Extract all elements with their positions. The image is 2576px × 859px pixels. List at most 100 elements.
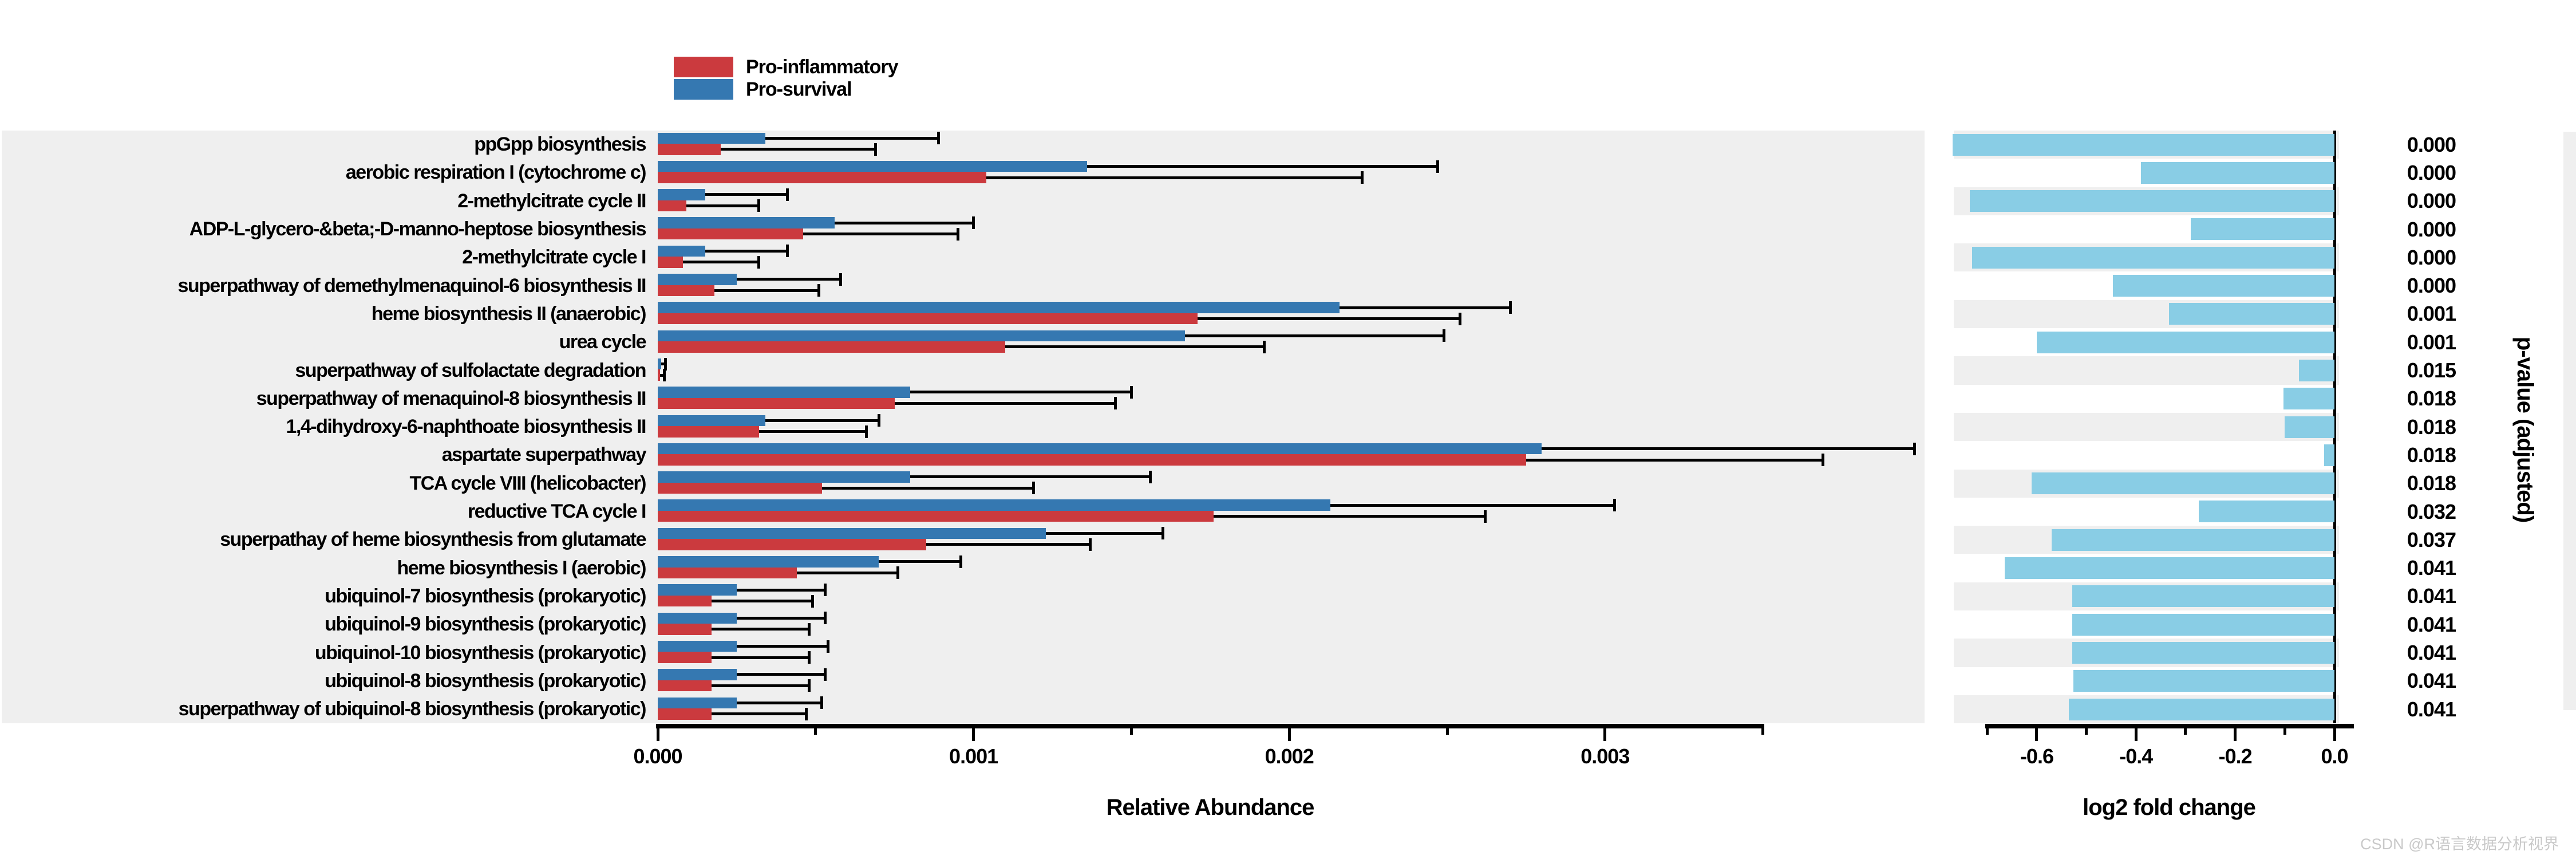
row-stripe — [1954, 356, 2339, 385]
axis-tick-major — [2134, 724, 2138, 741]
error-bar-line — [803, 233, 958, 236]
pro-inflammatory-bar — [658, 397, 895, 409]
pathway-label: reductive TCA cycle I — [467, 501, 647, 523]
error-bar-line — [736, 645, 828, 648]
error-bar-cap — [1436, 160, 1439, 173]
pvalue: 0.018 — [2407, 471, 2456, 495]
log2fc-bar — [2113, 275, 2334, 297]
pathway-label: 1,4-dihydroxy-6-naphthoate biosynthesis … — [286, 416, 647, 438]
error-bar-cap — [1458, 312, 1461, 325]
pvalue: 0.018 — [2407, 415, 2456, 439]
pro-survival-bar — [658, 640, 737, 652]
pro-inflammatory-bar — [658, 228, 803, 240]
log2fc-bar — [2072, 613, 2334, 636]
pro-inflammatory-bar — [658, 200, 686, 212]
pathway-label: superpathway of sulfolactate degradation — [295, 359, 646, 381]
error-bar-line — [705, 193, 788, 196]
log2fc-axis-title: log2 fold change — [2083, 795, 2256, 820]
log2fc-bar — [2190, 218, 2334, 241]
pvalue: 0.015 — [2407, 358, 2456, 383]
pro-inflammatory-bar — [658, 482, 822, 494]
pro-inflammatory-bar — [658, 510, 1214, 522]
pvalue: 0.000 — [2407, 189, 2456, 213]
pro-inflammatory-bar — [658, 313, 1198, 325]
pvalue: 0.000 — [2407, 160, 2456, 184]
error-bar-cap — [1114, 397, 1117, 410]
log2fc-bar — [2299, 359, 2334, 381]
pvalue: 0.041 — [2407, 669, 2456, 693]
error-bar-line — [736, 616, 825, 620]
error-bar-line — [711, 712, 807, 716]
error-bar-line — [1046, 531, 1163, 535]
axis-tick-major — [2333, 724, 2336, 741]
pro-survival-bar — [658, 302, 1340, 313]
axis-tick-label: 0.0 — [2321, 744, 2348, 768]
abundance-panel-background — [2, 131, 1925, 723]
axis-tick-major — [2234, 724, 2237, 741]
error-bar-cap — [811, 594, 814, 608]
error-bar-cap — [864, 425, 868, 438]
pro-survival-bar — [658, 274, 737, 285]
legend-item-pro-inflammatory: Pro-inflammatory — [674, 56, 898, 78]
pro-survival-bar — [658, 330, 1186, 342]
log2fc-bar — [2199, 501, 2334, 523]
pvalue: 0.041 — [2407, 612, 2456, 636]
error-bar-line — [1542, 447, 1915, 451]
axis-tick-minor — [2085, 724, 2088, 735]
log2fc-bar — [2069, 698, 2334, 720]
error-bar-line — [714, 289, 819, 292]
pvalue: 0.000 — [2407, 217, 2456, 241]
axis-tick-minor — [1761, 724, 1765, 735]
pro-survival-bar — [658, 612, 737, 624]
error-bar-cap — [785, 188, 789, 201]
error-bar-cap — [808, 679, 811, 692]
pro-inflammatory-bar — [658, 144, 721, 155]
error-bar-cap — [823, 584, 827, 597]
error-bar-line — [736, 701, 822, 704]
error-bar-line — [1526, 458, 1823, 462]
log2fc-bar — [2072, 585, 2334, 608]
pathway-label: heme biosynthesis II (anaerobic) — [371, 302, 647, 325]
error-bar-line — [894, 401, 1116, 405]
pvalue: 0.001 — [2407, 302, 2456, 326]
error-bar-line — [736, 588, 825, 592]
axis-tick-minor — [814, 724, 817, 735]
pathway-label: superpathway of menaquinol-8 biosynthesi… — [256, 387, 647, 409]
pro-inflammatory-bar — [658, 369, 660, 381]
legend-item-pro-survival: Pro-survival — [674, 78, 898, 100]
axis-tick-label: 0.000 — [633, 744, 682, 768]
error-bar-cap — [1148, 470, 1152, 483]
error-bar-cap — [757, 199, 760, 212]
watermark: CSDN @R语言数据分析视界 — [2360, 836, 2559, 853]
pvalue: 0.000 — [2407, 132, 2456, 156]
pathway-label: aerobic respiration I (cytochrome c) — [345, 161, 647, 184]
error-bar-line — [1005, 345, 1265, 349]
error-bar-line — [1330, 503, 1615, 507]
pathway-label: ADP-L-glycero-&beta;-D-manno-heptose bio… — [189, 218, 647, 241]
error-bar-cap — [804, 707, 808, 720]
error-bar-line — [910, 391, 1132, 394]
axis-tick-label: 0.003 — [1581, 744, 1630, 768]
error-bar-line — [796, 571, 898, 574]
axis-tick-label: -0.6 — [2020, 744, 2054, 768]
pro-survival-bar — [658, 160, 1088, 172]
pvalue: 0.041 — [2407, 556, 2456, 580]
error-bar-cap — [664, 357, 667, 371]
log2fc-bar — [2324, 444, 2334, 466]
error-bar-line — [821, 486, 1034, 490]
log2fc-bar — [1972, 246, 2334, 269]
log2fc-bar — [2072, 641, 2334, 664]
pro-survival-bar — [658, 387, 911, 398]
error-bar-line — [926, 543, 1091, 546]
error-bar-line — [659, 373, 665, 377]
axis-tick-label: 0.001 — [949, 744, 998, 768]
pro-survival-bar — [658, 217, 835, 228]
error-bar-line — [758, 430, 867, 434]
error-bar-line — [1340, 306, 1511, 309]
error-bar-cap — [785, 245, 789, 258]
log2fc-bar — [2283, 388, 2334, 410]
error-bar-cap — [839, 273, 843, 286]
pvalue: 0.018 — [2407, 443, 2456, 467]
error-bar-cap — [874, 143, 878, 156]
log2fc-bar — [2140, 161, 2334, 184]
